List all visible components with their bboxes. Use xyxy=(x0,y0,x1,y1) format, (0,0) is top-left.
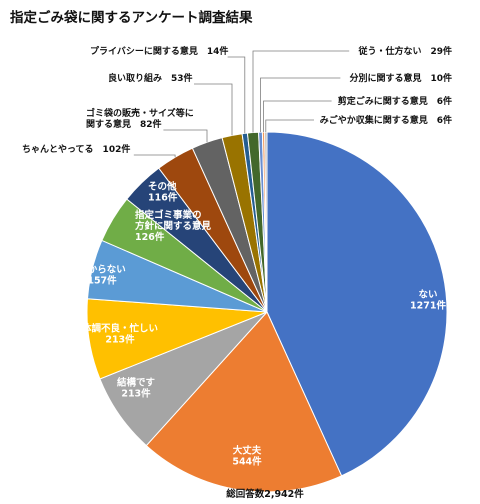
leader-line xyxy=(252,50,350,133)
slice-label: ゴミ袋の販売・サイズ等に xyxy=(86,107,194,119)
slice-count-label: 213件 xyxy=(121,388,151,400)
slice-count-label: 544件 xyxy=(232,456,262,468)
slice-label: ちゃんとやってる 102件 xyxy=(22,143,130,155)
slice-count-label: 157件 xyxy=(87,275,117,287)
slice-category-label: その他 xyxy=(148,181,177,193)
slice-label: プライバシーに関する意見 14件 xyxy=(90,45,228,57)
slice-labels: ない1271件大丈夫544件結構です213件体調不良・忙しい213件わからない1… xyxy=(22,45,452,468)
leader-line xyxy=(263,100,332,132)
slice-category-label: 大丈夫 xyxy=(233,445,262,457)
leader-line xyxy=(163,129,208,143)
slice-count-label: 126件 xyxy=(135,231,165,243)
slice-label: みごやか収集に関する意見 6件 xyxy=(320,114,452,126)
slice-category-label: 体調不良・忙しい xyxy=(82,323,158,335)
slice-category-label: 方針に関する意見 xyxy=(135,220,212,232)
leader-line xyxy=(133,154,176,158)
slice-category-label: わからない xyxy=(78,265,126,276)
slice-category-label: ない xyxy=(418,290,437,301)
total-responses-label: 総回答数2,942件 xyxy=(226,488,304,500)
slice-category-label: 結構です xyxy=(117,377,156,389)
leader-line xyxy=(265,119,314,132)
leader-line xyxy=(227,56,246,134)
slice-label: 剪定ごみに関する意見 6件 xyxy=(338,95,452,107)
leader-lines xyxy=(133,50,350,158)
chart-title: 指定ごみ袋に関するアンケート調査結果 xyxy=(10,9,253,26)
slice-count-label: 213件 xyxy=(105,334,135,346)
slice-category-label: 指定ゴミ事業の xyxy=(135,209,202,221)
pie-slice xyxy=(264,131,268,313)
leader-line xyxy=(194,83,233,136)
slice-count-label: 1271件 xyxy=(410,300,446,312)
slice-count-label: 116件 xyxy=(148,192,178,204)
pie-slices xyxy=(86,131,448,493)
leader-line xyxy=(260,77,341,133)
slice-label: 関する意見 82件 xyxy=(86,118,162,130)
pie-slice xyxy=(145,311,343,493)
slice-label: 従う・仕方ない 29件 xyxy=(357,45,452,57)
slice-label: 良い取り組み 53件 xyxy=(108,72,193,84)
pie-slice xyxy=(266,131,448,477)
slice-label: 分別に関する意見 10件 xyxy=(349,72,452,84)
